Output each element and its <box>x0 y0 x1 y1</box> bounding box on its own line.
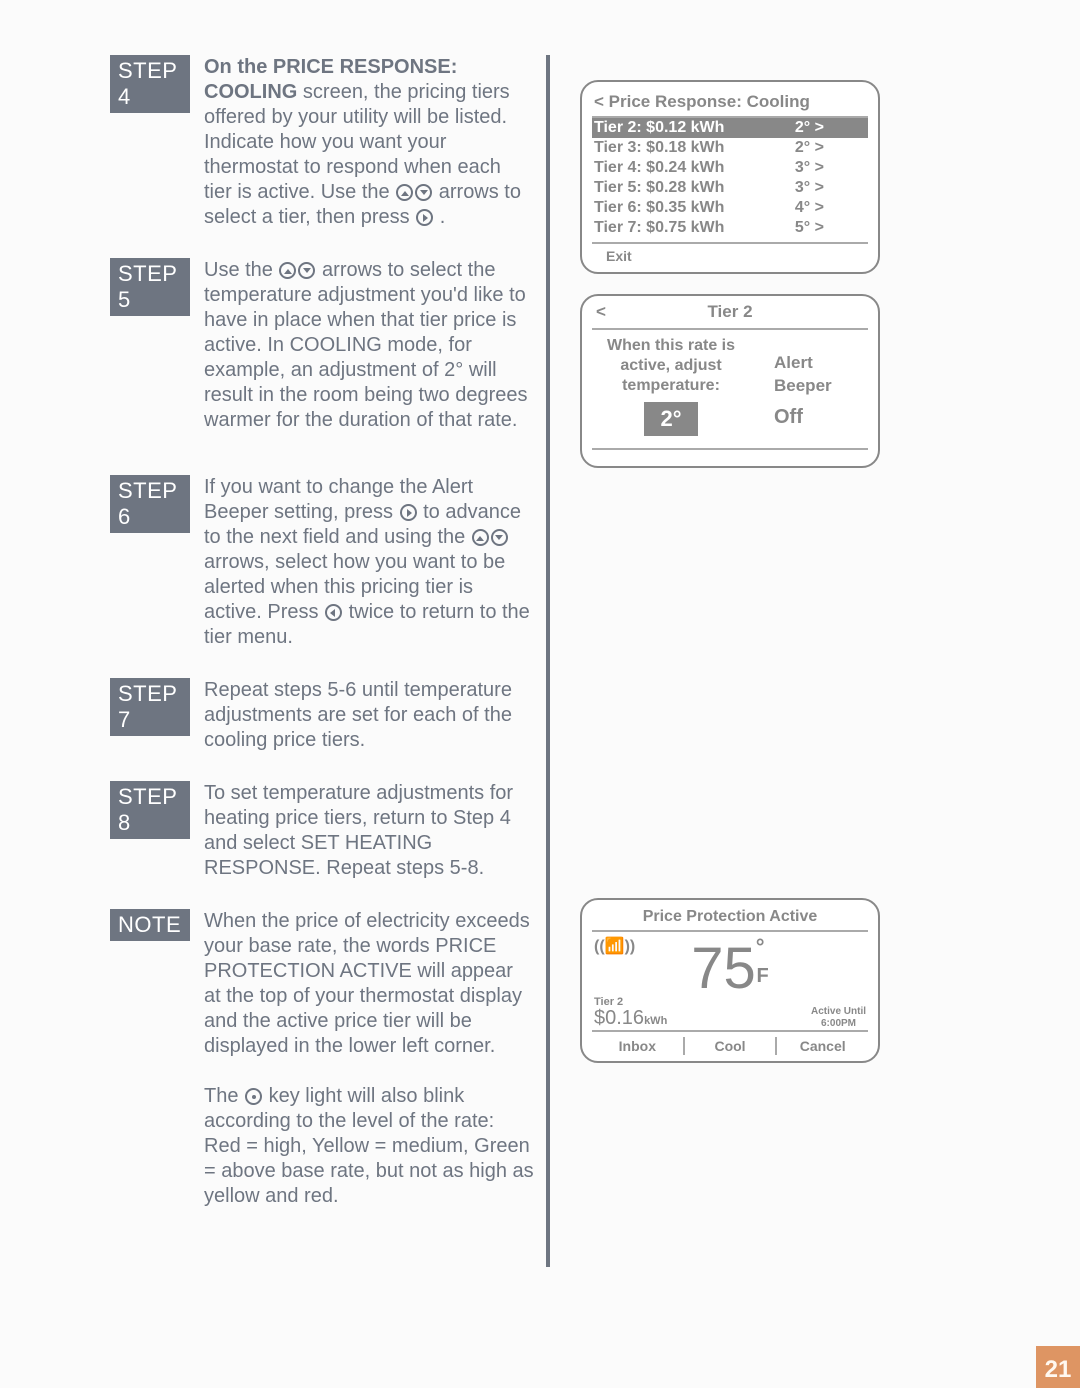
step-badge: STEP 7 <box>110 678 190 736</box>
dot-key-icon <box>245 1088 262 1105</box>
inbox-button[interactable]: Inbox <box>592 1037 685 1055</box>
step-badge: STEP 5 <box>110 258 190 316</box>
active-until: Active Until6:00PM <box>811 1006 866 1030</box>
left-arrow-icon <box>325 604 342 621</box>
tier-adjust-screen: < Tier 2 When this rate is active, adjus… <box>580 294 880 468</box>
current-temp: 75°F <box>691 936 769 998</box>
up-arrow-icon <box>472 529 489 546</box>
wireless-icon: ((📶)) <box>594 936 635 956</box>
cancel-button[interactable]: Cancel <box>777 1037 868 1055</box>
adjust-label-line: active, adjust <box>596 356 746 376</box>
step-4-text: On the PRICE RESPONSE: COOLING screen, t… <box>204 55 534 230</box>
protection-header: Price Protection Active <box>592 906 868 932</box>
right-arrow-icon <box>400 504 417 521</box>
step-badge: STEP 4 <box>110 55 190 113</box>
adjust-label-line: When this rate is <box>596 336 746 356</box>
instructions-column: STEP 4 On the PRICE RESPONSE: COOLING sc… <box>110 55 550 1267</box>
up-arrow-icon <box>396 184 413 201</box>
tier-row[interactable]: Tier 5: $0.28 kWh3° > <box>592 178 868 198</box>
active-price: $0.16kWh <box>594 1007 667 1030</box>
alert-label-line: Beeper <box>774 375 864 398</box>
tier-row[interactable]: Tier 7: $0.75 kWh5° > <box>592 218 868 238</box>
alert-label-line: Alert <box>774 352 864 375</box>
screen-header: < Price Response: Cooling <box>592 88 868 118</box>
down-arrow-icon <box>491 529 508 546</box>
tier-row[interactable]: Tier 4: $0.24 kWh3° > <box>592 158 868 178</box>
down-arrow-icon <box>298 262 315 279</box>
exit-button[interactable]: Exit <box>592 248 646 264</box>
step-5-text: Use the arrows to select the temperature… <box>204 258 534 433</box>
step-badge: STEP 8 <box>110 781 190 839</box>
tier-row[interactable]: Tier 3: $0.18 kWh2° > <box>592 138 868 158</box>
step-7-text: Repeat steps 5-6 until temperature adjus… <box>204 678 534 753</box>
price-protection-screen: Price Protection Active ((📶)) 75°F Tier … <box>580 898 880 1063</box>
step-6-text: If you want to change the Alert Beeper s… <box>204 475 534 650</box>
note-badge: NOTE <box>110 909 190 941</box>
right-arrow-icon <box>416 209 433 226</box>
tier-row[interactable]: Tier 6: $0.35 kWh4° > <box>592 198 868 218</box>
page-number: 21 <box>1036 1346 1080 1388</box>
tier-header: < Tier 2 <box>592 302 868 330</box>
step-8-text: To set temperature adjustments for heati… <box>204 781 534 881</box>
note-text: When the price of electricity exceeds yo… <box>204 909 534 1209</box>
tier-row[interactable]: Tier 2: $0.12 kWh2° > <box>592 118 868 138</box>
adjust-label-line: temperature: <box>596 376 746 396</box>
step-badge: STEP 6 <box>110 475 190 533</box>
screens-column: < Price Response: Cooling Tier 2: $0.12 … <box>580 55 880 1267</box>
alert-value[interactable]: Off <box>774 404 864 431</box>
up-arrow-icon <box>279 262 296 279</box>
price-response-screen: < Price Response: Cooling Tier 2: $0.12 … <box>580 80 880 274</box>
down-arrow-icon <box>415 184 432 201</box>
cool-button[interactable]: Cool <box>685 1037 778 1055</box>
back-icon[interactable]: < <box>596 302 606 322</box>
adjust-value[interactable]: 2° <box>644 402 698 436</box>
